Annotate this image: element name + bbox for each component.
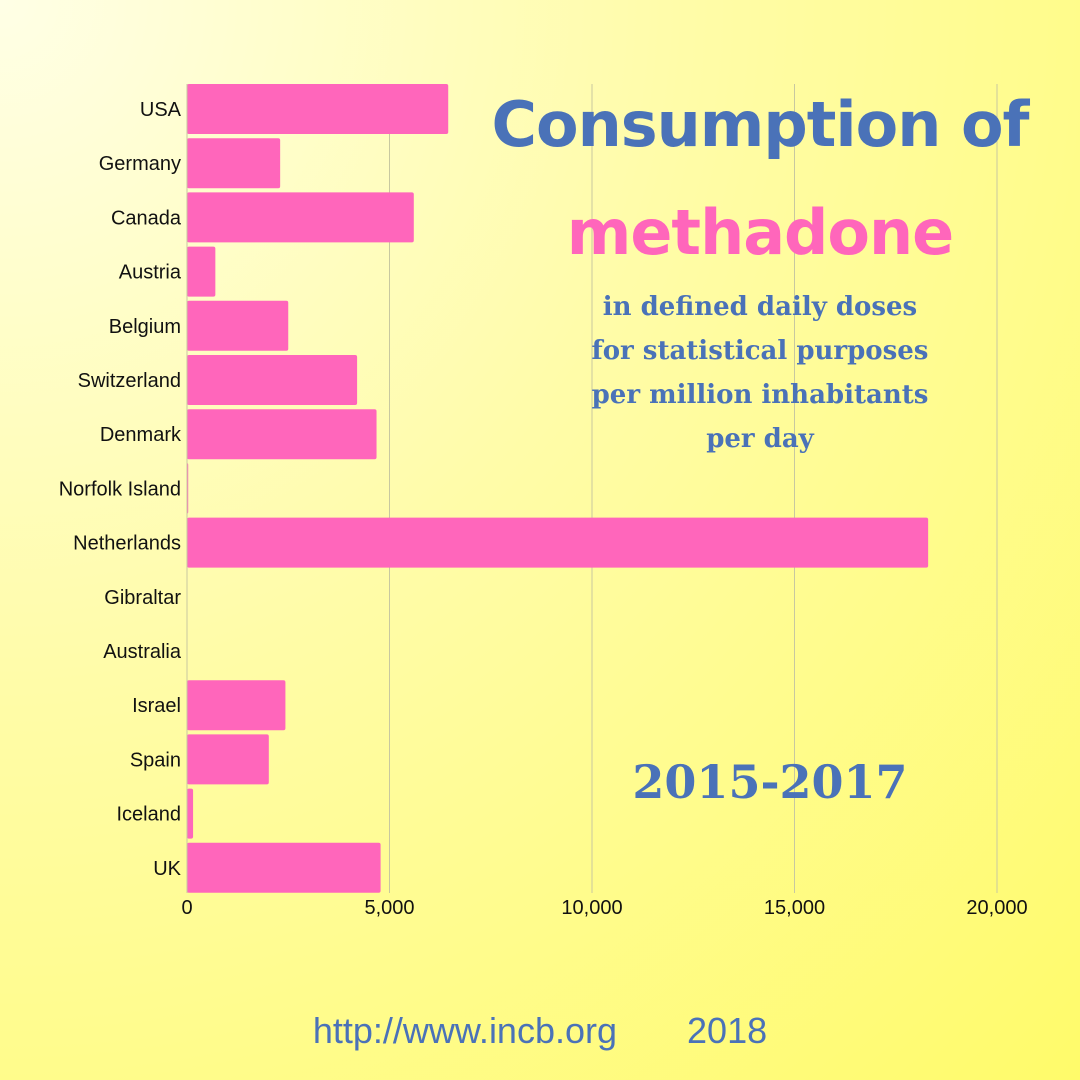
category-label: Belgium — [109, 316, 181, 338]
category-label: Austria — [119, 262, 182, 284]
subtitle-line: per day — [706, 424, 814, 454]
category-label: Canada — [111, 207, 182, 229]
category-label: USA — [140, 99, 182, 121]
subtitle-line: per million inhabitants — [591, 380, 929, 410]
category-label: UK — [153, 858, 181, 880]
chart-title-line2: methadone — [566, 196, 954, 269]
bars — [187, 84, 929, 893]
chart-subtitle: in defined daily doses for statistical p… — [560, 285, 960, 461]
x-tick-label: 15,000 — [764, 897, 825, 919]
x-tick-label: 10,000 — [561, 897, 622, 919]
footer-year: 2018 — [687, 1010, 768, 1051]
bar — [187, 409, 377, 460]
bar — [187, 192, 414, 243]
bar — [187, 84, 449, 134]
category-labels: USA Germany Canada Austria Belgium Switzerlan… — [59, 99, 182, 880]
x-tick-label: 20,000 — [966, 897, 1027, 919]
category-label: Israel — [132, 695, 181, 717]
gridlines — [389, 84, 998, 893]
subtitle-line: for statistical purposes — [591, 336, 929, 366]
source-link[interactable]: http://www.incb.org — [312, 1010, 618, 1051]
footer: http://www.incb.org 2018 — [0, 1010, 1080, 1052]
category-label: Norfolk Island — [59, 478, 181, 500]
category-label: Iceland — [117, 804, 182, 826]
chart-title-line1: Consumption of — [491, 88, 1029, 161]
bar — [187, 355, 358, 405]
bar — [187, 517, 929, 568]
x-tick-label: 0 — [181, 897, 192, 919]
category-label: Netherlands — [73, 533, 181, 555]
category-label: Switzerland — [78, 370, 181, 392]
subtitle-line: in defined daily doses — [602, 292, 918, 322]
category-label: Spain — [130, 749, 181, 771]
bar — [187, 842, 381, 893]
bar — [187, 138, 281, 189]
category-label: Gibraltar — [104, 587, 181, 609]
bar — [187, 246, 216, 297]
bar — [187, 300, 289, 351]
category-label: Denmark — [100, 424, 182, 446]
category-label: Germany — [99, 153, 181, 175]
x-tick-labels: 0 5,000 10,000 15,000 20,000 — [181, 897, 1027, 919]
bar — [187, 788, 194, 839]
category-label: Australia — [103, 641, 182, 663]
bar — [187, 680, 286, 731]
x-tick-label: 5,000 — [364, 897, 414, 919]
bar — [187, 734, 269, 785]
period-label: 2015-2017 — [632, 755, 908, 809]
